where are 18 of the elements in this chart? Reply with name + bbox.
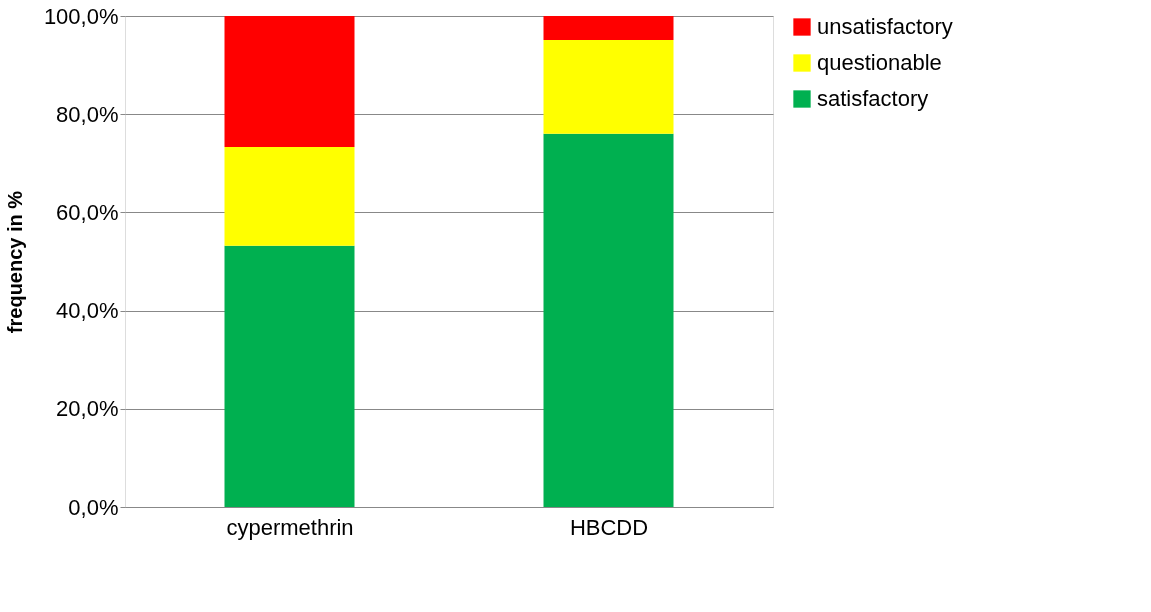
legend-label: questionable <box>817 50 942 75</box>
x-tick-label: HBCDD <box>569 514 649 540</box>
y-tick-label: 60,0% <box>56 199 119 225</box>
bar <box>543 133 674 507</box>
bar <box>224 147 355 246</box>
x-tick-label: cypermethrin <box>226 514 354 540</box>
y-tick-label: 0,0% <box>68 494 119 520</box>
legend-label: unsatisfactory <box>817 14 953 39</box>
y-tick-label: 80,0% <box>56 101 119 127</box>
y-tick-label: 20,0% <box>56 396 119 422</box>
legend-label: satisfactory <box>817 86 929 111</box>
bar <box>543 16 674 41</box>
bar <box>543 40 674 134</box>
y-tick-label: 40,0% <box>56 298 119 324</box>
y-axis-title: frequency in % <box>3 190 26 334</box>
bar <box>224 245 355 507</box>
bar <box>224 16 355 148</box>
y-tick-label: 100,0% <box>43 3 119 29</box>
